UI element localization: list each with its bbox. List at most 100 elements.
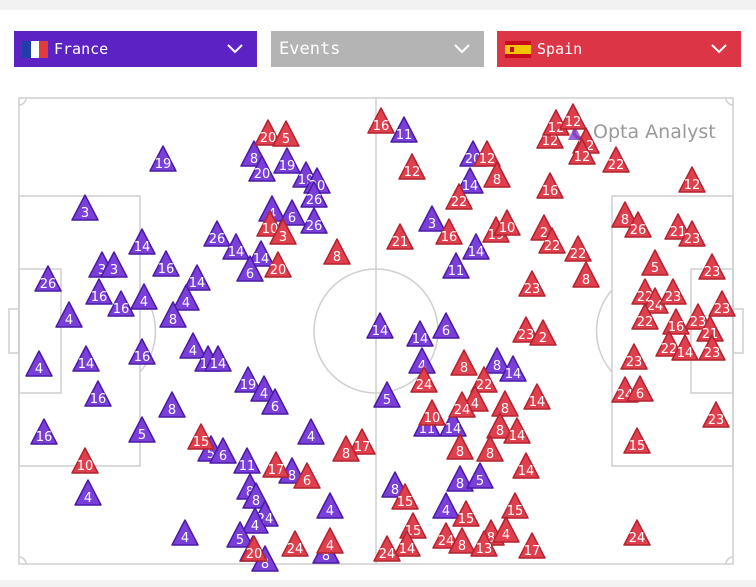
spain-event-marker[interactable]: 23 bbox=[512, 316, 540, 343]
spain-event-marker[interactable]: 14 bbox=[393, 530, 421, 557]
spain-event-marker[interactable]: 24 bbox=[623, 519, 651, 546]
france-event-marker[interactable]: 14 bbox=[499, 355, 527, 382]
france-event-marker[interactable]: 5 bbox=[373, 381, 401, 408]
spain-event-marker[interactable]: 17 bbox=[518, 532, 546, 559]
france-event-marker[interactable]: 8 bbox=[483, 347, 511, 374]
spain-event-marker[interactable]: 24 bbox=[410, 366, 438, 393]
france-event-marker[interactable]: 26 bbox=[34, 265, 62, 292]
france-event-marker[interactable]: 11 bbox=[233, 447, 261, 474]
france-event-marker[interactable]: 3 bbox=[71, 194, 99, 221]
spain-event-marker[interactable]: 8 bbox=[483, 161, 511, 188]
france-event-marker[interactable]: 19 bbox=[149, 145, 177, 172]
spain-event-marker[interactable]: 16 bbox=[536, 172, 564, 199]
france-event-marker[interactable]: 3 bbox=[100, 251, 128, 278]
france-event-marker[interactable]: 4 bbox=[297, 418, 325, 445]
france-event-marker[interactable]: 14 bbox=[183, 264, 211, 291]
spain-event-marker[interactable]: 17 bbox=[348, 428, 376, 455]
spain-event-marker[interactable]: 12 bbox=[678, 166, 706, 193]
spain-event-marker[interactable]: 20 bbox=[264, 251, 292, 278]
spain-event-marker[interactable]: 24 bbox=[432, 522, 460, 549]
france-event-marker[interactable]: 14 bbox=[439, 410, 467, 437]
france-event-marker[interactable]: 16 bbox=[30, 418, 58, 445]
france-event-marker[interactable]: 6 bbox=[209, 437, 237, 464]
spain-event-marker[interactable]: 14 bbox=[512, 452, 540, 479]
spain-event-marker[interactable]: 10 bbox=[71, 447, 99, 474]
france-event-marker[interactable]: 5 bbox=[466, 462, 494, 489]
france-event-marker[interactable]: 4 bbox=[25, 350, 53, 377]
spain-event-marker[interactable]: 8 bbox=[323, 238, 351, 265]
france-event-marker[interactable]: 6 bbox=[278, 199, 306, 226]
france-event-marker[interactable]: 6 bbox=[236, 255, 264, 282]
france-event-marker[interactable]: 16 bbox=[152, 250, 180, 277]
france-event-marker[interactable]: 4 bbox=[179, 332, 207, 359]
spain-event-marker[interactable]: 21 bbox=[386, 223, 414, 250]
spain-event-marker[interactable]: 15 bbox=[452, 500, 480, 527]
spain-event-marker[interactable]: 16 bbox=[367, 107, 395, 134]
spain-event-marker[interactable]: 5 bbox=[272, 120, 300, 147]
spain-event-marker[interactable]: 20 bbox=[240, 535, 268, 562]
france-event-marker[interactable]: 4 bbox=[74, 479, 102, 506]
france-event-marker[interactable]: 4 bbox=[250, 375, 278, 402]
spain-event-marker[interactable]: 12 bbox=[568, 138, 596, 165]
spain-event-marker[interactable]: 23 bbox=[702, 401, 730, 428]
spain-event-marker[interactable]: 2 bbox=[529, 319, 557, 346]
france-event-marker[interactable]: 14 bbox=[366, 312, 394, 339]
spain-event-marker[interactable]: 22 bbox=[631, 303, 659, 330]
spain-event-marker[interactable]: 20 bbox=[254, 119, 282, 146]
spain-event-marker[interactable]: 26 bbox=[624, 211, 652, 238]
spain-event-marker[interactable]: 3 bbox=[269, 218, 297, 245]
france-event-marker[interactable]: 8 bbox=[446, 465, 474, 492]
spain-event-marker[interactable]: 6 bbox=[626, 375, 654, 402]
spain-event-marker[interactable]: 22 bbox=[470, 366, 498, 393]
spain-event-marker[interactable]: 8 bbox=[491, 390, 519, 417]
france-event-marker[interactable]: 20 bbox=[248, 155, 276, 182]
spain-event-marker[interactable]: 12 bbox=[473, 140, 501, 167]
france-event-marker[interactable]: 11 bbox=[390, 116, 418, 143]
spain-event-marker[interactable]: 22 bbox=[538, 227, 566, 254]
france-event-marker[interactable]: 11 bbox=[442, 252, 470, 279]
france-event-marker[interactable]: 16 bbox=[85, 278, 113, 305]
france-event-marker[interactable]: 4 bbox=[316, 492, 344, 519]
team-right-dropdown[interactable]: Spain bbox=[497, 31, 741, 67]
france-event-marker[interactable]: 14 bbox=[462, 233, 490, 260]
spain-event-marker[interactable]: 23 bbox=[620, 343, 648, 370]
spain-event-marker[interactable]: 8 bbox=[448, 527, 476, 554]
spain-event-marker[interactable]: 16 bbox=[662, 308, 690, 335]
spain-event-marker[interactable]: 8 bbox=[476, 435, 504, 462]
spain-event-marker[interactable]: 23 bbox=[678, 220, 706, 247]
france-event-marker[interactable]: 26 bbox=[300, 181, 328, 208]
spain-event-marker[interactable]: 24 bbox=[448, 391, 476, 418]
france-event-marker[interactable]: 14 bbox=[72, 345, 100, 372]
spain-event-marker[interactable]: 8 bbox=[486, 412, 514, 439]
france-event-marker[interactable]: 14 bbox=[204, 345, 232, 372]
spain-event-marker[interactable]: 8 bbox=[450, 349, 478, 376]
spain-event-marker[interactable]: 23 bbox=[684, 303, 712, 330]
spain-event-marker[interactable]: 12 bbox=[559, 103, 587, 130]
spain-event-marker[interactable]: 16 bbox=[435, 218, 463, 245]
spain-event-marker[interactable]: 21 bbox=[664, 213, 692, 240]
spain-event-marker[interactable]: 24 bbox=[373, 535, 401, 562]
spain-event-marker[interactable]: 13 bbox=[470, 530, 498, 557]
spain-event-marker[interactable]: 22 bbox=[602, 146, 630, 173]
spain-event-marker[interactable]: 10 bbox=[493, 209, 521, 236]
france-event-marker[interactable]: 5 bbox=[128, 416, 156, 443]
spain-event-marker[interactable]: 23 bbox=[708, 290, 736, 317]
spain-event-marker[interactable]: 22 bbox=[655, 330, 683, 357]
france-event-marker[interactable]: 14 bbox=[128, 228, 156, 255]
spain-event-marker[interactable]: 10 bbox=[256, 210, 284, 237]
france-event-marker[interactable]: 4 bbox=[171, 519, 199, 546]
france-event-marker[interactable]: 8 bbox=[159, 301, 187, 328]
spain-event-marker[interactable]: 4 bbox=[316, 527, 344, 554]
spain-event-marker[interactable]: 6 bbox=[293, 462, 321, 489]
france-event-marker[interactable]: 26 bbox=[300, 207, 328, 234]
france-event-marker[interactable]: 4 bbox=[241, 507, 269, 534]
spain-event-marker[interactable]: 8 bbox=[332, 435, 360, 462]
spain-event-marker[interactable]: 23 bbox=[518, 270, 546, 297]
spain-event-marker[interactable]: 8 bbox=[572, 261, 600, 288]
france-event-marker[interactable]: 6 bbox=[261, 388, 289, 415]
france-event-marker[interactable]: 3 bbox=[418, 205, 446, 232]
spain-event-marker[interactable]: 22 bbox=[564, 235, 592, 262]
spain-event-marker[interactable]: 15 bbox=[391, 483, 419, 510]
france-event-marker[interactable]: 16 bbox=[107, 290, 135, 317]
france-event-marker[interactable]: 14 bbox=[247, 240, 275, 267]
